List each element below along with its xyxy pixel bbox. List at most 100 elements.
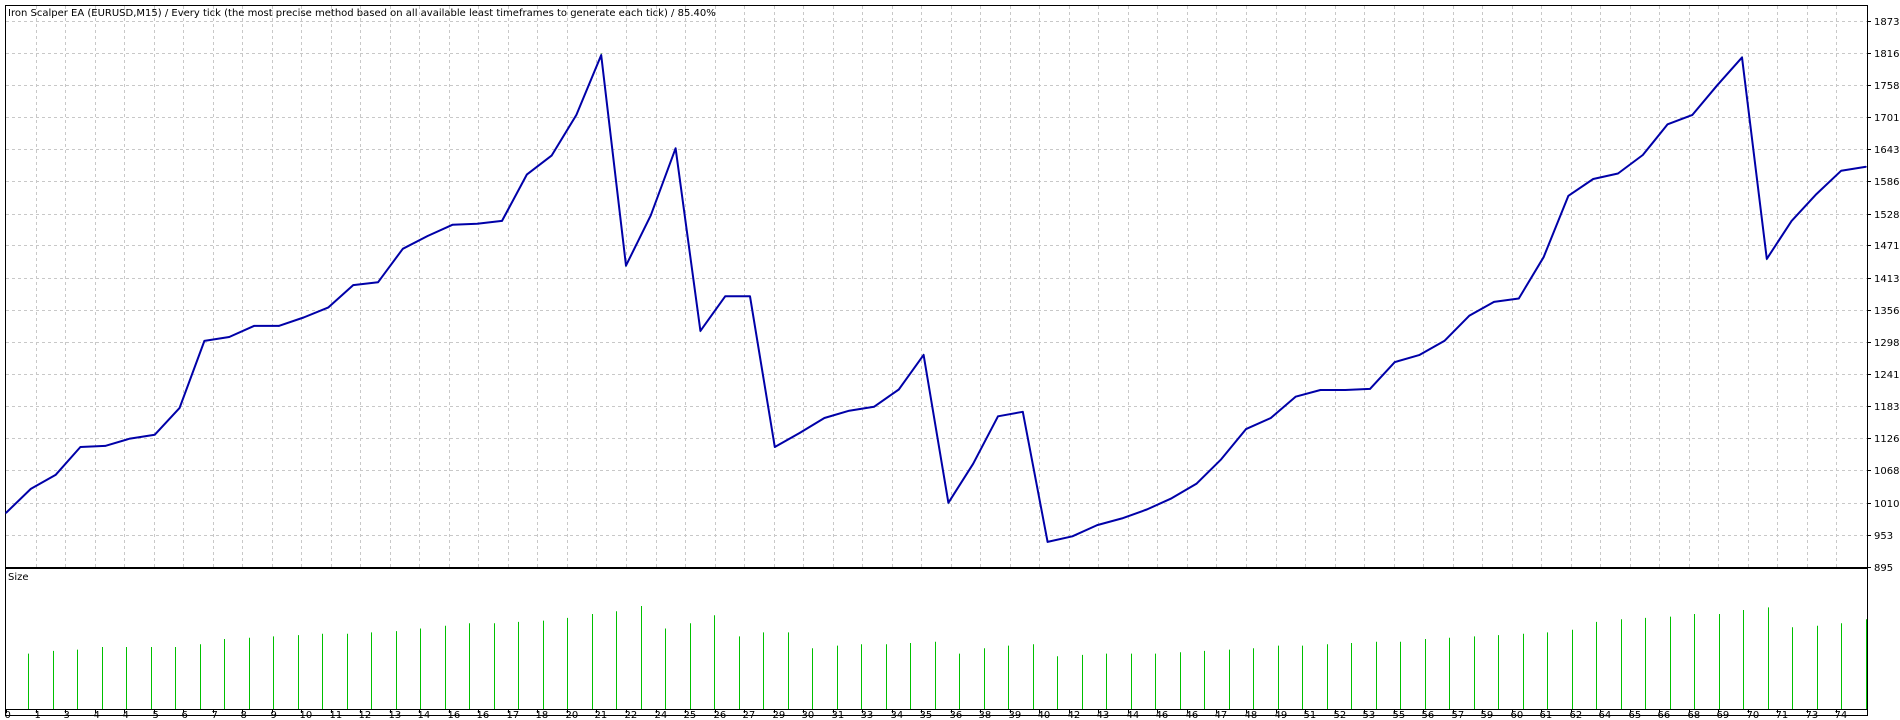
balance-point: [1741, 56, 1743, 59]
y-tick-label: 953: [1874, 531, 1893, 542]
balance-point: [1146, 508, 1148, 511]
x-tick-label: 57: [1452, 710, 1465, 720]
y-tick-label: 1701: [1874, 113, 1899, 124]
x-tick-label: 5: [153, 710, 159, 720]
x-tick-label: 29: [773, 710, 786, 720]
balance-point: [898, 388, 900, 391]
x-tick-label: 69: [1717, 710, 1730, 720]
x-tick-label: 42: [1068, 710, 1081, 720]
x-tick-label: 62: [1570, 710, 1583, 720]
x-tick-label: 27: [743, 710, 756, 720]
x-tick-label: 39: [1009, 710, 1022, 720]
balance-point: [774, 446, 776, 448]
y-tick-label: 1873: [1874, 17, 1899, 28]
balance-point: [476, 222, 479, 225]
x-tick-label: 47: [1215, 710, 1228, 720]
balance-point: [1840, 169, 1842, 172]
balance-point: [278, 325, 280, 327]
balance-point: [1071, 535, 1074, 538]
x-tick-label: 40: [1038, 710, 1051, 720]
x-tick-label: 7: [212, 710, 218, 720]
balance-point: [30, 488, 32, 490]
x-tick-label: 48: [1245, 710, 1258, 720]
y-tick-label: 1010: [1874, 499, 1899, 510]
x-tick-label: 11: [330, 710, 343, 720]
balance-point: [1592, 178, 1594, 180]
x-tick-label: 4: [123, 710, 129, 720]
balance-point: [1245, 428, 1247, 430]
balance-point: [1319, 389, 1322, 391]
x-tick-label: 26: [714, 710, 727, 720]
x-tick-label: 61: [1540, 710, 1553, 720]
y-tick-label: 1298: [1874, 338, 1899, 349]
balance-point: [402, 248, 404, 250]
balance-point: [154, 433, 156, 436]
x-tick-label: 49: [1275, 710, 1288, 720]
x-tick-label: 56: [1422, 710, 1435, 720]
balance-line: [5, 54, 1867, 543]
y-tick-label: 1816: [1874, 49, 1899, 60]
x-tick-label: 59: [1481, 710, 1494, 720]
balance-point: [848, 409, 850, 412]
balance-point: [327, 306, 330, 309]
balance-point: [352, 284, 355, 286]
balance-point: [79, 446, 82, 448]
x-tick-label: 25: [684, 710, 697, 720]
y-tick-label: 1183: [1874, 402, 1899, 413]
y-tick-label: 1126: [1874, 434, 1899, 445]
x-tick-label: 30: [802, 710, 815, 720]
x-tick-label: 8: [241, 710, 247, 720]
x-tick-label: 31: [832, 710, 845, 720]
balance-point: [1716, 84, 1718, 87]
balance-point: [1617, 172, 1619, 175]
x-tick-label: 0: [5, 710, 11, 720]
x-tick-label: 16: [448, 710, 461, 720]
y-axis: 1873 1816 1758 1701 1643 1586 1528 1471 1413 1356…: [1867, 17, 1899, 574]
x-tick-label: 18: [536, 710, 549, 720]
x-tick-label: 16: [477, 710, 490, 720]
x-tick-label: 17: [507, 710, 520, 720]
balance-point: [997, 415, 999, 418]
balance-point: [253, 325, 255, 327]
x-axis: 0 1 3 4 4 5 6 7 8 9 10 11 12 13 14 16 16 17 18 20 21 22 24 25 26…: [5, 710, 1847, 720]
balance-point: [1270, 417, 1272, 419]
x-tick-label: 51: [1304, 710, 1317, 720]
x-tick-label: 12: [359, 710, 372, 720]
balance-point: [1195, 483, 1198, 485]
balance-point: [625, 264, 627, 267]
size-pane: [5, 568, 1868, 710]
balance-point: [1121, 517, 1123, 520]
x-tick-label: 4: [94, 710, 100, 720]
x-tick-label: 33: [861, 710, 874, 720]
x-tick-label: 60: [1511, 710, 1524, 720]
balance-point: [1815, 193, 1818, 195]
balance-point: [873, 406, 875, 408]
balance-point: [1567, 195, 1570, 197]
x-tick-label: 1: [35, 710, 41, 720]
chart-title: Iron Scalper EA (EURUSD,M15) / Every tic…: [8, 8, 716, 19]
x-tick-label: 22: [625, 710, 638, 720]
balance-series: [5, 52, 1867, 543]
balance-point: [54, 474, 57, 476]
balance-point: [1418, 354, 1421, 356]
balance-point: [1394, 361, 1396, 363]
balance-point: [302, 316, 305, 319]
x-tick-label: 53: [1363, 710, 1376, 720]
balance-point: [104, 445, 106, 447]
balance-point: [674, 147, 677, 150]
y-tick-label: 1758: [1874, 81, 1899, 92]
balance-point: [203, 340, 206, 342]
balance-point: [1294, 395, 1297, 398]
y-tick-label: 1068: [1874, 466, 1899, 477]
x-tick-label: 66: [1658, 710, 1671, 720]
size-pane-label: Size: [8, 572, 29, 583]
balance-point: [526, 173, 528, 176]
balance-point: [1170, 497, 1173, 500]
balance-point: [1096, 524, 1098, 526]
balance-point: [1493, 301, 1495, 303]
balance-point: [1468, 315, 1470, 317]
x-tick-label: 68: [1688, 710, 1701, 720]
balance-point: [922, 354, 925, 356]
balance-point: [5, 512, 7, 514]
x-tick-label: 73: [1806, 710, 1819, 720]
